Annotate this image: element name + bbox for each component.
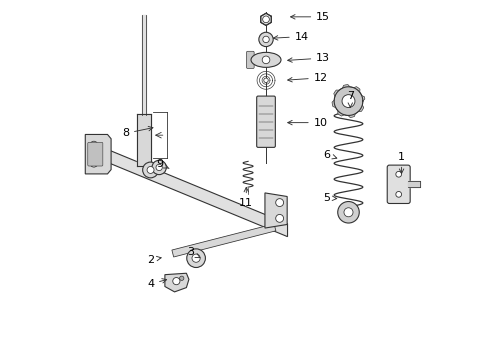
FancyBboxPatch shape <box>88 142 102 166</box>
FancyBboxPatch shape <box>256 96 275 147</box>
Ellipse shape <box>250 52 281 67</box>
Circle shape <box>275 199 283 207</box>
Circle shape <box>275 215 283 222</box>
Circle shape <box>152 160 166 175</box>
Circle shape <box>142 162 158 178</box>
Circle shape <box>179 276 183 280</box>
Circle shape <box>262 56 269 64</box>
Text: 5: 5 <box>323 193 336 203</box>
Polygon shape <box>85 134 111 174</box>
Circle shape <box>172 278 180 285</box>
Circle shape <box>90 141 98 149</box>
Circle shape <box>147 166 154 174</box>
Circle shape <box>258 32 273 46</box>
Text: 2: 2 <box>147 255 161 265</box>
Text: 14: 14 <box>273 32 308 41</box>
Text: 9: 9 <box>156 159 169 169</box>
Circle shape <box>263 78 268 82</box>
FancyBboxPatch shape <box>386 165 409 203</box>
Circle shape <box>337 202 359 223</box>
Circle shape <box>395 171 401 177</box>
Text: 3: 3 <box>187 247 200 258</box>
Circle shape <box>262 36 269 42</box>
Polygon shape <box>260 13 271 26</box>
Text: 15: 15 <box>290 12 329 22</box>
Circle shape <box>262 16 269 23</box>
Circle shape <box>192 254 200 262</box>
Circle shape <box>343 208 352 217</box>
Circle shape <box>186 249 205 267</box>
Text: 10: 10 <box>287 118 327 128</box>
FancyBboxPatch shape <box>246 51 254 68</box>
Text: 8: 8 <box>122 126 153 138</box>
Polygon shape <box>172 224 275 257</box>
Circle shape <box>156 164 162 171</box>
Text: 11: 11 <box>239 187 253 208</box>
Text: 12: 12 <box>287 73 327 83</box>
Text: 7: 7 <box>346 91 353 107</box>
Text: 1: 1 <box>397 152 404 174</box>
Circle shape <box>341 95 354 108</box>
Text: 13: 13 <box>287 53 329 63</box>
Circle shape <box>90 159 98 167</box>
Polygon shape <box>164 273 188 292</box>
Text: 6: 6 <box>323 150 336 160</box>
Polygon shape <box>264 193 286 228</box>
Polygon shape <box>331 85 364 117</box>
Text: 4: 4 <box>147 279 166 289</box>
Circle shape <box>395 192 401 197</box>
Polygon shape <box>94 144 287 237</box>
